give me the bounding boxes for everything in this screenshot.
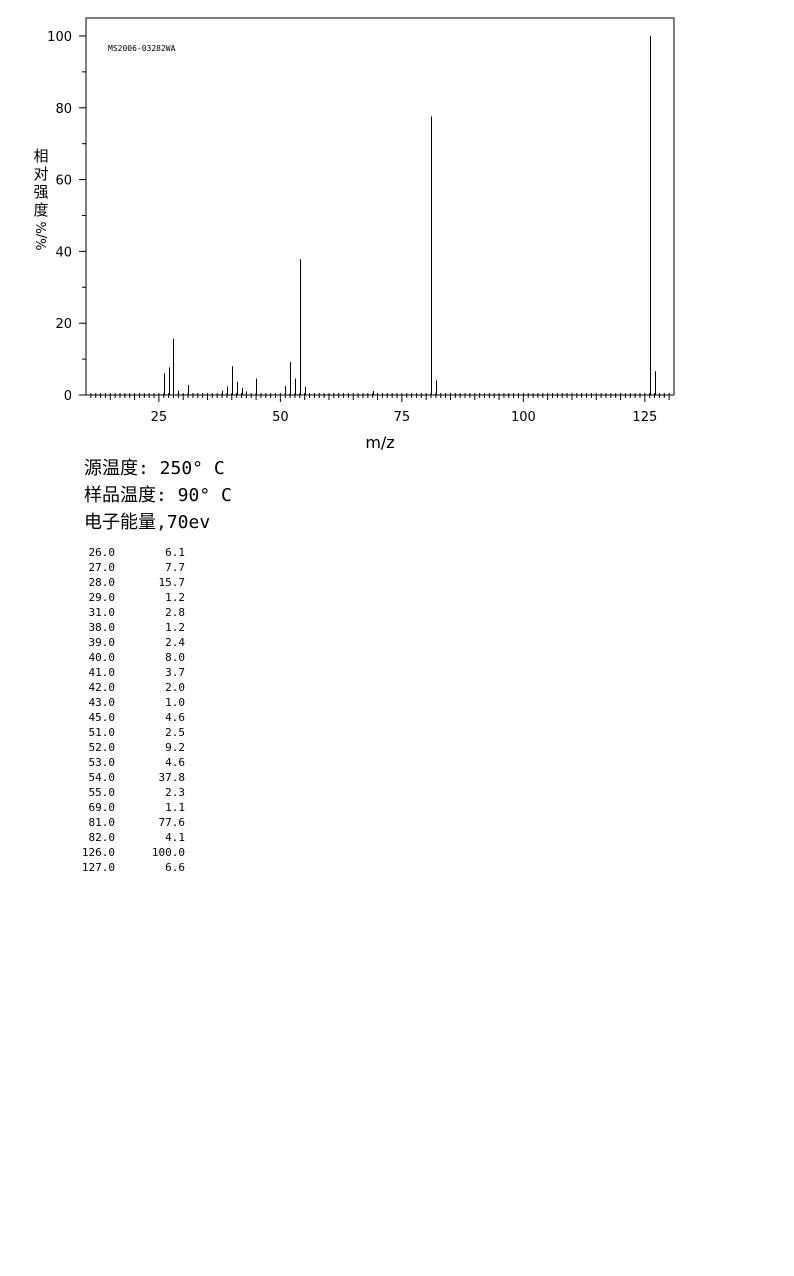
x-tick-labels: 25 50 75 100 125: [151, 410, 658, 425]
x-tick-label: 100: [511, 410, 536, 425]
table-row: 38.0 1.2: [78, 620, 186, 635]
table-row: 126.0 100.0: [78, 845, 185, 860]
table-row: 31.0 2.8: [78, 605, 186, 620]
acquisition-conditions: 源温度: 250° C 样品温度: 90° C 电子能量,70ev: [84, 455, 232, 536]
table-row: 54.0 37.8: [78, 770, 186, 785]
peak-intensity: 2.0: [165, 681, 185, 694]
x-tick-label: 125: [632, 410, 657, 425]
y-tick-labels: 0 20 40 60 80 100: [47, 30, 72, 404]
table-row: 26.0 6.1: [78, 545, 186, 560]
peak-intensity: 1.2: [165, 621, 185, 634]
table-row: 52.0 9.2: [78, 740, 186, 755]
peak-table: 26.0 6.1 27.0 7.7 28.0 15.7 29.0 1.2 31.0 2.8 38.0…: [78, 545, 185, 875]
table-row: 53.0 4.6: [78, 755, 186, 770]
table-row: 43.0 1.0: [78, 695, 186, 710]
mass-spectrum-chart: MS2006-03282WA 25 50 75 100 125 0 20 40 60 80 100…: [33, 17, 675, 452]
y-axis-unit: %/%: [35, 221, 50, 250]
table-row: 40.0 8.0: [78, 650, 186, 665]
peak-mz: 82.0: [88, 831, 116, 844]
spectrum-code: MS2006-03282WA: [108, 44, 176, 53]
peak-mz: 38.0: [88, 621, 116, 634]
table-row: 69.0 1.1: [78, 800, 186, 815]
x-tick-label: 50: [272, 410, 289, 425]
peak-intensity: 4.6: [165, 756, 185, 769]
peak-intensity: 2.3: [165, 786, 185, 799]
x-axis-label: m/z: [365, 433, 394, 452]
peak-mz: 28.0: [88, 576, 116, 589]
table-row: 55.0 2.3: [78, 785, 186, 800]
peak-mz: 54.0: [88, 771, 116, 784]
peak-mz: 53.0: [88, 756, 116, 769]
table-row: 27.0 7.7: [78, 560, 186, 575]
tick-marks: [79, 35, 670, 402]
x-tick-label: 75: [394, 410, 411, 425]
source-temperature: 源温度: 250° C: [84, 458, 225, 479]
peak-intensity: 1.2: [165, 591, 185, 604]
peak-mz: 69.0: [88, 801, 116, 814]
peak-mz: 81.0: [88, 816, 116, 829]
y-tick-label: 40: [55, 245, 72, 260]
peak-mz: 29.0: [88, 591, 116, 604]
table-row: 39.0 2.4: [78, 635, 186, 650]
peak-mz: 127.0: [81, 861, 115, 874]
peak-mz: 26.0: [88, 546, 116, 559]
y-axis-label-char: 相: [33, 147, 48, 165]
peak-intensity: 4.6: [165, 711, 185, 724]
table-row: 41.0 3.7: [78, 665, 186, 680]
peak-intensity: 9.2: [165, 741, 185, 754]
peak-intensity: 100.0: [151, 846, 185, 859]
peak-intensity: 7.7: [165, 561, 185, 574]
x-tick-label: 25: [151, 410, 168, 425]
peak-intensity: 37.8: [158, 771, 186, 784]
y-tick-label: 0: [64, 389, 72, 404]
peak-intensity: 2.4: [165, 636, 185, 649]
peak-mz: 51.0: [88, 726, 116, 739]
peak-intensity: 6.6: [165, 861, 185, 874]
table-row: 29.0 1.2: [78, 590, 186, 605]
peak-intensity: 6.1: [165, 546, 185, 559]
peak-intensity: 1.0: [165, 696, 185, 709]
peak-intensity: 77.6: [158, 816, 186, 829]
table-row: 81.0 77.6: [78, 815, 186, 830]
plot-frame: [85, 17, 675, 396]
electron-energy: 电子能量,70ev: [84, 512, 211, 533]
peak-intensity: 2.5: [165, 726, 185, 739]
peak-mz: 40.0: [88, 651, 116, 664]
peak-intensity: 1.1: [165, 801, 185, 814]
peak-intensity: 8.0: [165, 651, 185, 664]
table-row: 42.0 2.0: [78, 680, 186, 695]
y-tick-label: 100: [47, 30, 72, 45]
y-axis-label-char: 对: [33, 165, 48, 183]
peak-mz: 55.0: [88, 786, 116, 799]
peak-mz: 31.0: [88, 606, 116, 619]
y-tick-label: 60: [55, 174, 72, 189]
peak-intensity: 15.7: [158, 576, 186, 589]
y-tick-label: 20: [55, 317, 72, 332]
sample-temperature: 样品温度: 90° C: [84, 485, 232, 506]
peak-intensity: 3.7: [165, 666, 185, 679]
table-row: 28.0 15.7: [78, 575, 186, 590]
peak-mz: 42.0: [88, 681, 116, 694]
y-tick-label: 80: [55, 102, 72, 117]
table-row: 51.0 2.5: [78, 725, 186, 740]
peak-intensity: 4.1: [165, 831, 185, 844]
y-axis-label: 相 对 强 度 %/%: [33, 147, 50, 251]
table-row: 45.0 4.6: [78, 710, 186, 725]
spectrum-bars: [164, 35, 656, 395]
table-row: 127.0 6.6: [78, 860, 185, 875]
peak-mz: 27.0: [88, 561, 116, 574]
peak-intensity: 2.8: [165, 606, 185, 619]
y-axis-label-char: 强: [33, 183, 48, 201]
y-axis-label-char: 度: [33, 201, 48, 219]
peak-mz: 45.0: [88, 711, 116, 724]
peak-mz: 52.0: [88, 741, 116, 754]
table-row: 82.0 4.1: [78, 830, 186, 845]
peak-mz: 126.0: [81, 846, 115, 859]
peak-mz: 43.0: [88, 696, 116, 709]
peak-mz: 41.0: [88, 666, 116, 679]
peak-mz: 39.0: [88, 636, 116, 649]
